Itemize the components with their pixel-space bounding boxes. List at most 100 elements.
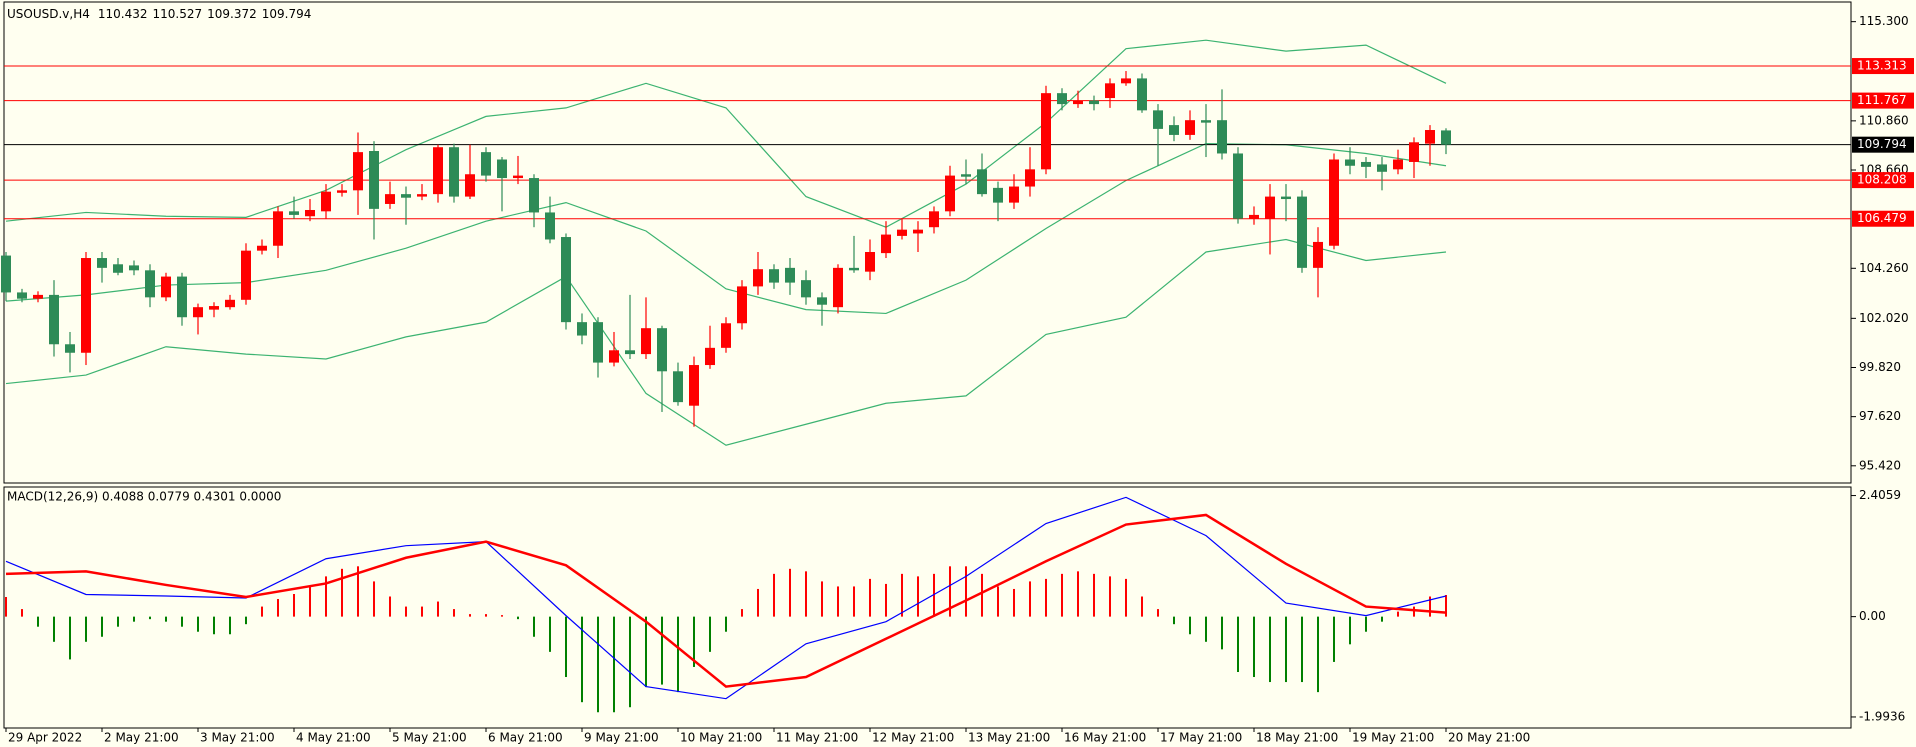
candle-body bbox=[545, 212, 555, 240]
candle-body bbox=[625, 350, 635, 355]
candle-body bbox=[17, 292, 27, 299]
y-tick-label: 99.820 bbox=[1859, 360, 1901, 374]
price-level-label: 106.479 bbox=[1857, 211, 1907, 225]
candle-body bbox=[1233, 153, 1243, 219]
candle-body bbox=[865, 251, 875, 272]
candle-body bbox=[737, 286, 747, 324]
candle-body bbox=[177, 276, 187, 318]
candle-body bbox=[1265, 196, 1275, 219]
candle-body bbox=[705, 347, 715, 366]
last-close: 109.794 bbox=[262, 7, 312, 21]
candle-body bbox=[561, 237, 571, 323]
x-tick-label: 4 May 21:00 bbox=[296, 731, 371, 745]
candle-body bbox=[113, 264, 123, 273]
candle-body bbox=[689, 365, 699, 406]
x-tick-label: 13 May 21:00 bbox=[968, 731, 1050, 745]
candle-body bbox=[369, 151, 379, 209]
candle-body bbox=[81, 258, 91, 353]
candle-body bbox=[449, 147, 459, 197]
price-header: USOUSD.v,H4 110.432 110.527 109.372 109.794 bbox=[7, 7, 311, 21]
candle-body bbox=[1057, 93, 1067, 105]
price-level-tag bbox=[1852, 58, 1914, 75]
price-level-label: 108.208 bbox=[1857, 173, 1907, 187]
candle-body bbox=[337, 190, 347, 193]
candle-body bbox=[977, 169, 987, 195]
candle-body bbox=[49, 294, 59, 345]
price-level-tag bbox=[1852, 210, 1914, 227]
candle-body bbox=[1393, 159, 1403, 170]
candle-body bbox=[769, 269, 779, 283]
x-tick-label: 5 May 21:00 bbox=[392, 731, 467, 745]
x-tick-label: 12 May 21:00 bbox=[872, 731, 954, 745]
candle-body bbox=[289, 211, 299, 215]
candle-body bbox=[1201, 120, 1211, 123]
candle-body bbox=[465, 174, 475, 197]
candle-body bbox=[481, 152, 491, 176]
candle-body bbox=[1089, 100, 1099, 105]
candle-body bbox=[497, 159, 507, 179]
last-high: 110.527 bbox=[153, 7, 203, 21]
x-tick-label: 2 May 21:00 bbox=[104, 731, 179, 745]
candle-body bbox=[209, 306, 219, 310]
candle-body bbox=[417, 194, 427, 197]
candle-body bbox=[513, 175, 523, 179]
candle-body bbox=[257, 245, 267, 251]
candle-body bbox=[529, 178, 539, 213]
candle-body bbox=[433, 147, 443, 195]
candle-body bbox=[321, 191, 331, 212]
candle-body bbox=[1425, 130, 1435, 144]
candle-body bbox=[657, 328, 667, 372]
candle-body bbox=[881, 234, 891, 254]
macd-line bbox=[5, 513, 1447, 688]
x-tick-label: 10 May 21:00 bbox=[680, 731, 762, 745]
x-tick-label: 29 Apr 2022 bbox=[8, 731, 82, 745]
candle-body bbox=[225, 299, 235, 308]
y-tick-label: 104.260 bbox=[1859, 261, 1909, 275]
price-level-tag bbox=[1852, 92, 1914, 109]
x-tick-label: 17 May 21:00 bbox=[1160, 731, 1242, 745]
candle-body bbox=[673, 371, 683, 403]
macd-panel-frame bbox=[3, 486, 1852, 729]
candle-body bbox=[241, 250, 251, 300]
price-level-tag bbox=[1852, 136, 1914, 153]
last-low: 109.372 bbox=[207, 7, 257, 21]
x-tick-label: 18 May 21:00 bbox=[1256, 731, 1338, 745]
candle-body bbox=[1377, 164, 1387, 172]
x-tick-label: 9 May 21:00 bbox=[584, 731, 659, 745]
candle-body bbox=[1217, 120, 1227, 154]
candle-body bbox=[33, 294, 43, 299]
candle-body bbox=[1329, 159, 1339, 246]
candle-body bbox=[1137, 78, 1147, 111]
candle-body bbox=[753, 269, 763, 287]
y-tick-label: 2.4059 bbox=[1859, 488, 1901, 502]
candle-body bbox=[913, 229, 923, 234]
symbol-title: USOUSD.v,H4 bbox=[7, 7, 90, 21]
candle-body bbox=[1361, 161, 1371, 167]
candle-body bbox=[273, 211, 283, 246]
candle-body bbox=[305, 209, 315, 217]
candle-body bbox=[929, 211, 939, 228]
price-level-label: 113.313 bbox=[1857, 59, 1907, 73]
candle-body bbox=[401, 194, 411, 198]
y-tick-label: 97.620 bbox=[1859, 409, 1901, 423]
bollinger-lower bbox=[5, 238, 1447, 446]
candle-body bbox=[577, 322, 587, 336]
candle-body bbox=[641, 328, 651, 355]
price-level-label: 109.794 bbox=[1857, 137, 1907, 151]
candle-body bbox=[1185, 120, 1195, 135]
candle-body bbox=[897, 229, 907, 236]
y-tick-label: 110.860 bbox=[1859, 113, 1909, 127]
y-tick-label: -1.9936 bbox=[1859, 709, 1905, 723]
candle-body bbox=[1297, 196, 1307, 268]
x-tick-label: 20 May 21:00 bbox=[1448, 731, 1530, 745]
candle-body bbox=[161, 276, 171, 298]
candle-body bbox=[1249, 214, 1259, 219]
candle-body bbox=[1441, 130, 1451, 145]
candle-body bbox=[1073, 100, 1083, 105]
candle-body bbox=[1313, 241, 1323, 268]
candle-body bbox=[961, 174, 971, 177]
candle-body bbox=[1009, 186, 1019, 203]
y-tick-label: 115.300 bbox=[1859, 14, 1909, 28]
candle-body bbox=[785, 267, 795, 283]
